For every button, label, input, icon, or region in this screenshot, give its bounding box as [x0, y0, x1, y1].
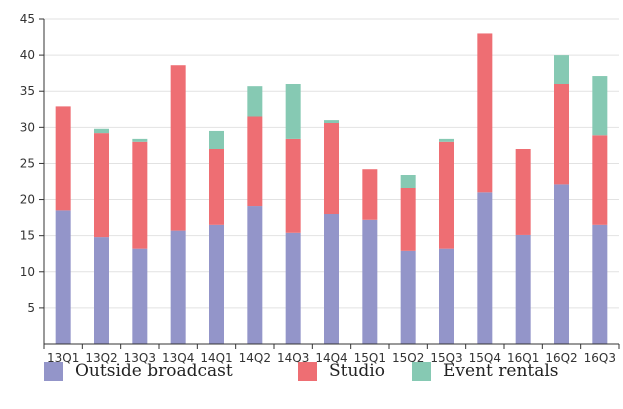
x-tick-label: 14Q1: [200, 351, 232, 365]
bar-segment-studio: [362, 169, 378, 220]
bar-segment-event-rentals: [592, 76, 608, 136]
bar-segment-studio: [170, 65, 186, 231]
bar-segment-outside-broadcast: [554, 184, 569, 344]
bar-segment-studio: [285, 138, 301, 233]
bar-segment-event-rentals: [324, 120, 339, 123]
bar-segment-studio: [132, 141, 148, 249]
bar-segment-event-rentals: [94, 128, 109, 134]
bar-segment-studio: [554, 84, 569, 185]
x-tick-label: 15Q3: [430, 351, 462, 365]
bar-segment-outside-broadcast: [285, 232, 301, 344]
x-tick-label: 16Q2: [545, 351, 577, 365]
y-tick-label: 15: [20, 229, 35, 243]
axes: [39, 18, 620, 349]
bar-segment-outside-broadcast: [132, 248, 148, 344]
bar-segment-outside-broadcast: [362, 219, 378, 344]
x-tick-label: 16Q3: [584, 351, 616, 365]
legend-swatch: [44, 361, 63, 381]
y-tick-label: 35: [20, 84, 35, 98]
x-tick-label: 14Q4: [315, 351, 347, 365]
bar-segment-outside-broadcast: [94, 237, 109, 344]
bar-segment-studio: [439, 141, 454, 249]
y-tick-label: 30: [20, 120, 35, 134]
bar-segment-studio: [247, 116, 263, 207]
x-tick-label: 13Q3: [124, 351, 156, 365]
bar-segment-outside-broadcast: [324, 214, 339, 344]
bar-segment-outside-broadcast: [209, 224, 224, 344]
x-tick-label: 15Q1: [354, 351, 386, 365]
legend-item: Studio: [298, 358, 385, 384]
bar-segment-studio: [324, 123, 339, 214]
x-tick-label: 15Q4: [469, 351, 501, 365]
x-tick-label: 13Q4: [162, 351, 194, 365]
bar-segment-studio: [515, 149, 531, 235]
bar-segment-outside-broadcast: [247, 206, 263, 344]
bar-segment-event-rentals: [132, 138, 148, 142]
bar-segment-outside-broadcast: [477, 192, 493, 344]
x-tick-label: 14Q2: [239, 351, 271, 365]
x-tick-label: 16Q1: [507, 351, 539, 365]
bar-segment-outside-broadcast: [400, 250, 416, 344]
bar-segment-event-rentals: [554, 55, 569, 84]
bar-segment-studio: [209, 149, 224, 225]
bar-segment-studio: [400, 188, 416, 251]
bar-segment-event-rentals: [285, 84, 301, 139]
y-tick-label: 5: [27, 301, 35, 315]
bar-segment-outside-broadcast: [592, 224, 608, 344]
bar-segment-event-rentals: [400, 175, 416, 188]
legend-swatch: [412, 361, 431, 381]
legend-item: Event rentals: [412, 358, 559, 384]
legend-label: Event rentals: [443, 361, 559, 381]
y-tick-label: 25: [20, 156, 35, 170]
y-tick-label: 45: [20, 12, 35, 26]
bars: [55, 33, 608, 344]
legend-label: Studio: [329, 361, 385, 381]
bar-segment-studio: [55, 106, 71, 211]
bar-segment-outside-broadcast: [55, 210, 71, 344]
legend-swatch: [298, 361, 317, 381]
bar-segment-event-rentals: [209, 130, 224, 149]
bar-segment-studio: [94, 133, 109, 238]
legend: Outside broadcast Studio Event rentals: [44, 358, 619, 384]
bar-segment-outside-broadcast: [439, 248, 454, 344]
y-tick-label: 40: [20, 48, 35, 62]
legend-label: Outside broadcast: [75, 361, 233, 381]
bar-segment-outside-broadcast: [170, 230, 186, 344]
x-tick-label: 13Q2: [85, 351, 117, 365]
bar-segment-event-rentals: [439, 138, 454, 142]
bar-segment-studio: [592, 135, 608, 225]
bar-segment-event-rentals: [247, 86, 263, 117]
bar-segment-outside-broadcast: [515, 234, 531, 344]
legend-item: Outside broadcast: [44, 358, 233, 384]
y-tick-label: 10: [20, 265, 35, 279]
bar-segment-studio: [477, 33, 493, 193]
y-tick-label: 20: [20, 193, 35, 207]
